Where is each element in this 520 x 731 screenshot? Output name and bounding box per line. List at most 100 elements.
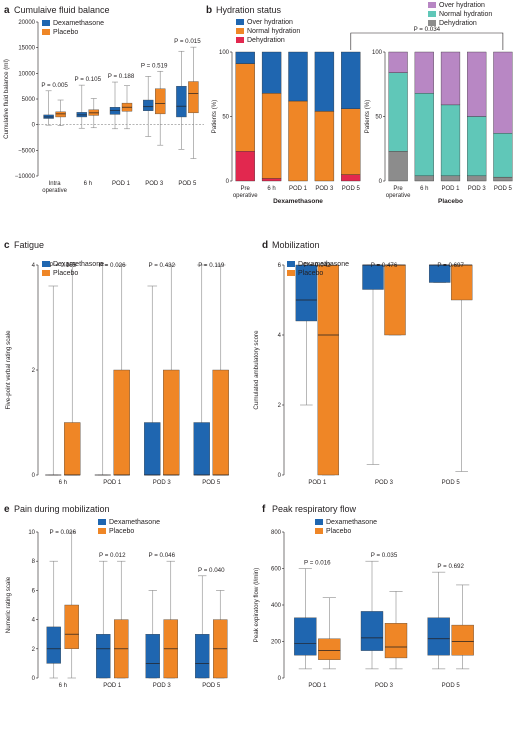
p-value-e-2: P = 0.046 (148, 552, 175, 559)
x-tick-label-d-2: POD 5 (442, 480, 461, 486)
x-tick-label-e-0: 6 h (59, 683, 67, 689)
x-tick-label-a-1: 6 h (84, 181, 92, 187)
box-c-1-1 (113, 369, 130, 476)
panel-c: c Fatigue 0 2 4 Five-point verbal rating scal… (4, 240, 229, 486)
y-tick-label-a-6: 20000 (18, 20, 35, 26)
bar-segment-b-placebo-4-1 (493, 133, 513, 178)
bar-segment-b-dexa-4-2 (341, 51, 361, 109)
legend-swatch-b-placebo-1 (428, 11, 436, 17)
bar-segment-b-dexa-0-1 (235, 63, 255, 152)
bar-segment-b-dexa-2-1 (288, 100, 308, 182)
x-tick-label-e-1: POD 1 (103, 683, 122, 689)
x-tick-label-b-dexa-0-1: operative (233, 193, 258, 199)
x-tick-label-d-1: POD 3 (375, 480, 394, 486)
bar-segment-b-dexa-1-1 (261, 93, 282, 179)
p-value-a-4: P = 0.015 (174, 38, 201, 45)
bar-segment-b-dexa-1-0 (261, 178, 282, 182)
y-tick-label-c-0: 0 (32, 473, 36, 479)
p-value-d-2: P = 0.697 (437, 262, 464, 269)
y-tick-label-e-3: 6 (32, 588, 36, 594)
x-tick-label-b-dexa-3: POD 3 (315, 186, 334, 192)
panel-letter-d: d (262, 240, 268, 251)
p-value-e-0: P = 0.026 (49, 529, 76, 536)
legend-swatch-f-1 (315, 528, 323, 534)
y-tick-label-b-placebo-2: 100 (372, 50, 383, 56)
y-tick-label-e-5: 10 (28, 530, 35, 536)
legend-swatch-b-placebo-0 (428, 2, 436, 8)
y-tick-label-a-3: 5000 (22, 97, 36, 103)
y-axis-label-b-dexa: Patients (%) (211, 100, 218, 134)
bar-segment-b-placebo-0-2 (388, 51, 408, 73)
legend-swatch-b-dexa-2 (236, 37, 244, 43)
panel-letter-e: e (4, 504, 10, 515)
panel-title-e: Pain during mobilization (14, 504, 110, 514)
box-a-4-0 (176, 85, 187, 118)
box-a-3-0 (143, 99, 154, 111)
y-axis-label-a: Cumulative fluid balance (ml) (3, 59, 10, 139)
box-f-1-1 (384, 623, 408, 659)
x-tick-label-a-3: POD 3 (145, 181, 164, 187)
x-tick-label-b-placebo-2: POD 1 (441, 186, 460, 192)
bar-segment-b-placebo-0-0 (388, 151, 408, 182)
bar-segment-b-dexa-1-2 (261, 51, 282, 94)
p-value-e-3: P = 0.040 (198, 567, 225, 574)
legend-swatch-a-0 (42, 20, 50, 26)
x-tick-label-e-3: POD 5 (202, 683, 221, 689)
p-value-c-1: P = 0.026 (99, 262, 126, 269)
bar-segment-b-dexa-0-2 (235, 51, 255, 64)
p-value-f-2: P = 0.692 (437, 563, 464, 570)
legend-swatch-d-1 (287, 270, 295, 276)
legend-swatch-e-0 (98, 519, 106, 525)
bar-segment-b-placebo-3-2 (467, 51, 487, 117)
bar-segment-b-dexa-0-0 (235, 151, 255, 182)
group-label-b-placebo: Placebo (438, 198, 463, 205)
x-tick-label-a-4: POD 5 (178, 181, 197, 187)
box-f-0-1 (318, 638, 341, 660)
y-axis-label-c: Five-point verbal rating scale (5, 330, 12, 410)
panel-letter-b: b (206, 5, 212, 16)
y-tick-label-f-2: 400 (271, 603, 282, 609)
bar-segment-b-placebo-2-0 (440, 175, 461, 182)
y-tick-label-d-3: 6 (278, 263, 282, 269)
y-tick-label-b-dexa-2: 100 (219, 50, 230, 56)
bar-segment-b-dexa-4-1 (341, 108, 361, 175)
y-tick-label-d-2: 4 (278, 333, 282, 339)
box-e-0-0 (46, 626, 61, 664)
y-tick-label-f-0: 0 (278, 676, 282, 682)
p-value-c-3: P = 0.119 (198, 262, 225, 269)
box-c-2-1 (163, 369, 180, 476)
p-value-a-1: P = 0.105 (75, 76, 102, 83)
bar-segment-b-placebo-4-2 (493, 51, 513, 134)
x-tick-label-c-3: POD 5 (202, 480, 221, 486)
bar-segment-b-placebo-1-2 (414, 51, 434, 94)
panel-title-b: Hydration status (216, 5, 282, 15)
x-tick-label-b-placebo-0-1: operative (386, 193, 411, 199)
bar-segment-b-placebo-2-2 (440, 51, 461, 106)
p-value-c-0: P = 0.165 (49, 262, 76, 269)
box-a-2-0 (109, 107, 121, 115)
box-e-2-0 (145, 634, 160, 679)
y-tick-label-a-0: −10000 (15, 174, 36, 180)
panel-title-f: Peak respiratory flow (272, 504, 357, 514)
y-tick-label-b-placebo-1: 50 (375, 115, 382, 121)
y-tick-label-e-2: 4 (32, 618, 36, 624)
legend-swatch-d-0 (287, 261, 295, 267)
legend-label-a-1: Placebo (53, 29, 78, 36)
p-value-c-2: P = 0.432 (148, 262, 175, 269)
y-tick-label-a-1: −5000 (18, 148, 36, 154)
x-tick-label-b-dexa-1: 6 h (267, 186, 275, 192)
x-tick-label-f-0: POD 1 (308, 683, 327, 689)
legend-label-e-0: Dexamethasone (109, 519, 160, 526)
x-tick-label-a-0-1: operative (42, 188, 67, 194)
bar-segment-b-dexa-4-0 (341, 174, 361, 182)
x-tick-label-b-placebo-4: POD 5 (494, 186, 513, 192)
y-tick-label-f-1: 200 (271, 640, 282, 646)
panel-letter-f: f (262, 504, 266, 515)
x-tick-label-b-placebo-0: Pre (393, 186, 403, 192)
y-tick-label-d-0: 0 (278, 473, 282, 479)
y-tick-label-e-1: 2 (32, 647, 36, 653)
y-tick-label-e-0: 0 (32, 676, 36, 682)
legend-swatch-b-dexa-1 (236, 28, 244, 34)
